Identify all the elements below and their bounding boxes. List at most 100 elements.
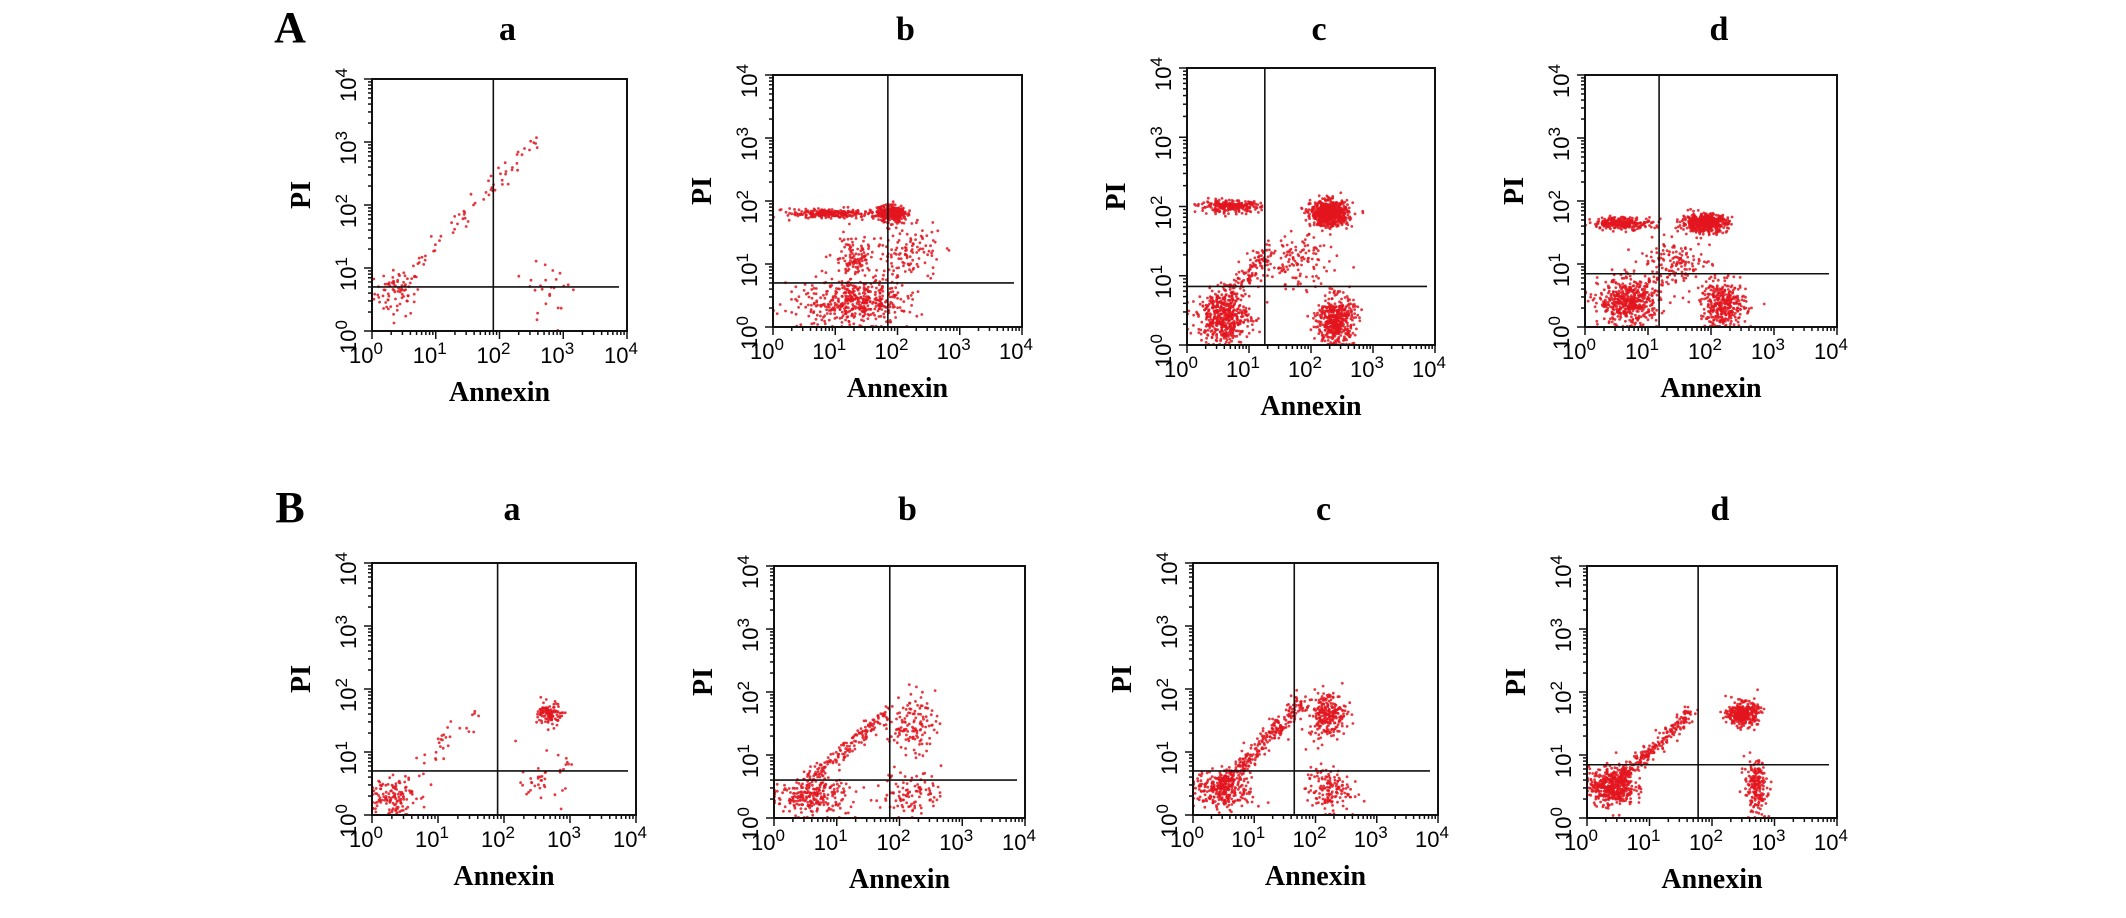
data-point [860,218,864,222]
data-point [1659,290,1663,294]
data-points [1584,207,1766,328]
tick-base: 10 [336,203,361,227]
data-point [1297,280,1300,283]
data-point [842,285,846,288]
data-point [1210,289,1214,293]
data-point [1354,316,1358,319]
data-point [396,278,400,282]
data-point [1217,321,1221,325]
data-point [903,215,907,219]
data-point [1350,309,1353,313]
data-point [1323,219,1327,222]
data-point [1193,210,1197,214]
data-point [1595,225,1598,228]
data-point [858,259,861,263]
data-point [1349,323,1353,327]
data-point [899,204,903,208]
data-point [1338,214,1342,218]
data-point [1618,217,1621,221]
data-point [1652,307,1656,310]
data-point [1327,316,1330,319]
data-point [897,253,901,256]
data-point [1197,331,1201,334]
data-point [1631,221,1635,225]
data-point [853,312,857,315]
data-point [929,244,932,248]
data-point [908,255,912,258]
data-point [1337,202,1341,206]
data-point [905,248,908,252]
data-point [533,288,537,292]
data-point [1281,244,1285,248]
data-points [772,200,951,328]
data-point [1299,282,1302,286]
data-point [1692,220,1696,224]
data-point [831,298,835,302]
data-point [1218,306,1222,310]
data-point [1304,288,1308,292]
data-point [1238,277,1241,281]
data-point [1321,197,1324,201]
data-point [877,307,881,311]
data-point [804,207,808,211]
data-point [1322,244,1326,247]
data-point [1615,225,1618,229]
data-point [1235,295,1238,298]
x-axis-label: Annexin [1260,391,1362,422]
data-point [1206,312,1210,316]
data-point [1214,329,1218,332]
data-point [535,318,539,322]
data-point [1223,295,1226,299]
data-point [898,211,902,215]
data-point [844,306,848,310]
data-point [1628,318,1632,322]
data-point [902,264,905,268]
data-point [1302,241,1306,245]
data-point [1329,211,1333,215]
data-point [1266,263,1269,267]
data-point [1267,268,1271,271]
data-point [1229,291,1233,295]
data-point [790,311,794,314]
data-point [1273,249,1277,253]
data-point [1331,209,1334,212]
data-point [1217,210,1221,214]
data-point [1701,232,1705,236]
data-point [899,257,903,261]
data-point [544,302,548,306]
data-point [1249,258,1252,262]
data-point [1652,311,1656,315]
data-point [857,269,861,273]
data-point [1212,332,1215,335]
data-point [1701,224,1705,227]
data-point [1697,221,1700,225]
data-point [1218,205,1221,209]
data-point [881,244,885,247]
data-point [854,252,858,256]
tick-exponent: 3 [1147,126,1166,135]
data-point [1344,314,1348,318]
data-point [834,292,838,295]
data-point [1332,310,1335,314]
data-point [1327,222,1331,226]
data-point [1242,305,1245,309]
data-point [413,274,417,278]
data-point [398,274,401,277]
data-point [815,300,819,304]
data-point [404,288,407,291]
data-point [866,313,870,316]
data-point [451,231,455,235]
data-point [1299,272,1302,276]
tick-base: 10 [1226,357,1250,382]
data-point [1258,261,1262,265]
data-point [1208,326,1212,330]
data-point [931,266,935,269]
data-point [824,271,828,274]
data-point [387,282,391,286]
data-point [1346,327,1350,331]
tick-base: 10 [336,266,361,290]
data-point [1706,229,1710,233]
data-point [821,208,824,212]
data-point [1323,339,1327,343]
data-point [1292,287,1295,291]
